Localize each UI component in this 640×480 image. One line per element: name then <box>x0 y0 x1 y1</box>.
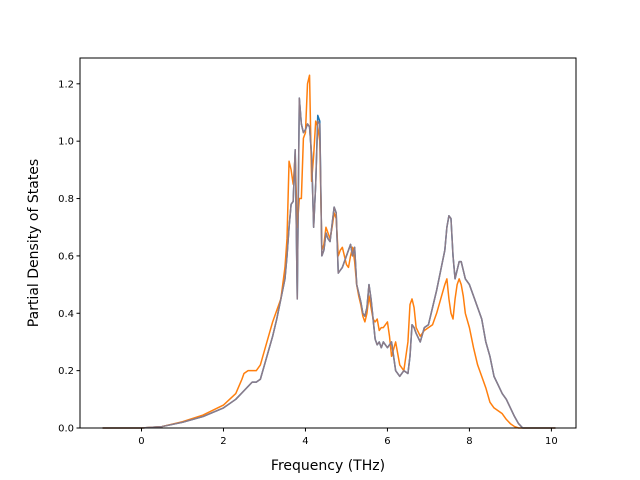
y-tick-label: 1.0 <box>58 137 74 148</box>
x-axis-label: Frequency (THz) <box>271 458 385 474</box>
y-tick-label: 0.8 <box>58 194 74 205</box>
y-tick-label: 0.4 <box>58 309 74 320</box>
x-tick-label: 4 <box>302 436 308 447</box>
y-tick-label: 1.2 <box>58 79 74 90</box>
x-tick-label: 6 <box>384 436 390 447</box>
tick-layer: 0 2 4 6 8 10 0.0 0.2 0.4 0.6 0.8 1.0 1.2 <box>58 79 558 447</box>
plot-area <box>80 58 576 428</box>
x-tick-label: 10 <box>545 436 558 447</box>
series-layer <box>102 74 556 429</box>
plot-frame <box>79 57 577 429</box>
x-tick-label: 0 <box>138 436 144 447</box>
y-tick-label: 0.6 <box>58 251 74 262</box>
x-tick-label: 8 <box>466 436 472 447</box>
x-tick-label: 2 <box>220 436 226 447</box>
y-tick-label: 0.0 <box>58 424 74 435</box>
y-tick-label: 0.2 <box>58 366 74 377</box>
y-axis-label: Partial Density of States <box>26 159 42 327</box>
series-line-2 <box>102 97 556 429</box>
